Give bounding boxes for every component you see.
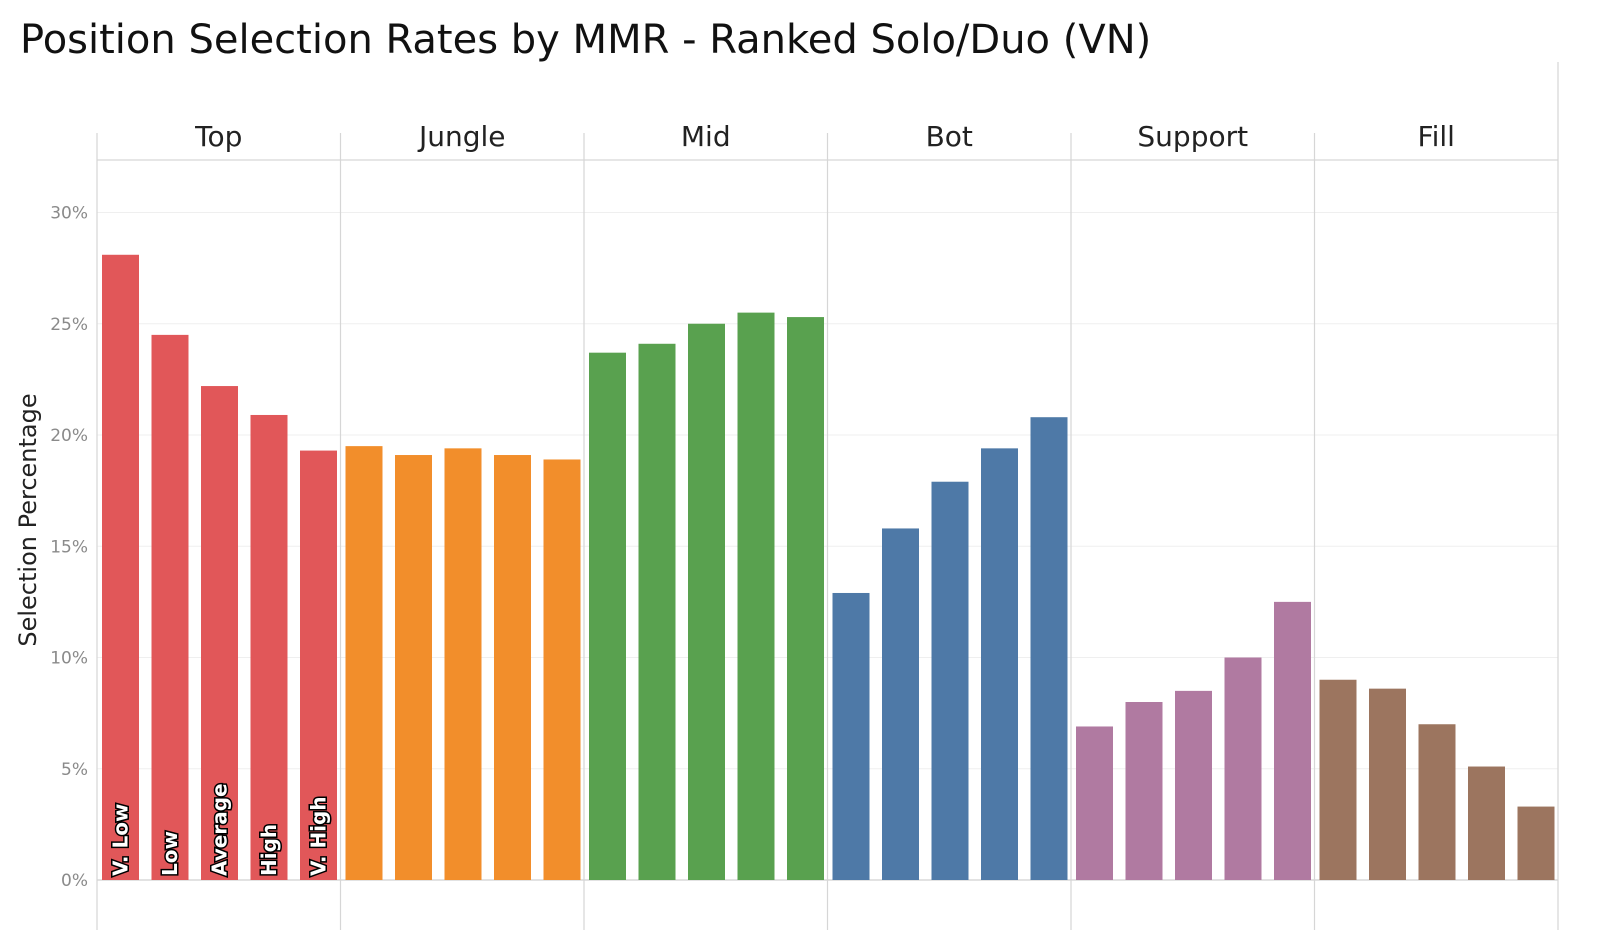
bar-mid-v-low [589, 352, 626, 880]
y-tick-label: 10% [50, 649, 88, 669]
bar-top-v-high [300, 450, 337, 880]
bar-fill-v-low [1319, 679, 1357, 880]
bar-mid-high [737, 312, 775, 880]
mmr-label: High [257, 824, 281, 876]
mmr-label: V. Low [109, 804, 133, 876]
mmr-label: Low [158, 831, 182, 876]
bar-bot-v-low [832, 592, 870, 880]
bar-support-v-high [1274, 601, 1311, 880]
bars [102, 254, 1555, 880]
y-tick-label: 0% [61, 871, 88, 891]
frame-layer [96, 62, 1559, 930]
bar-fill-average [1418, 724, 1456, 880]
bar-bot-v-high [1030, 417, 1068, 880]
bar-bot-average [931, 481, 969, 880]
bar-mid-average [688, 323, 725, 880]
y-tick-label: 15% [50, 537, 88, 557]
y-axis-label: Selection Percentage [14, 393, 42, 646]
pane-label-support: Support [1137, 120, 1248, 153]
pane-label-jungle: Jungle [417, 120, 506, 153]
bar-fill-v-high [1517, 806, 1555, 880]
mmr-label: Average [208, 783, 232, 876]
bar-top-average [201, 386, 238, 880]
bar-mid-v-high [787, 317, 824, 880]
pane-label-top: Top [194, 120, 242, 153]
y-axis-ticks: 0% 5% 10% 15% 20% 25% 30% [50, 204, 88, 892]
bar-jungle-low [395, 455, 432, 880]
bar-jungle-high [494, 455, 531, 880]
y-tick-label: 5% [61, 760, 88, 780]
bar-jungle-average [444, 448, 482, 880]
bar-support-high [1224, 657, 1262, 880]
bar-support-average [1175, 690, 1212, 880]
bar-mid-low [638, 343, 676, 880]
bar-jungle-v-low [345, 446, 383, 880]
bar-jungle-v-high [543, 459, 581, 880]
bar-fill-high [1468, 766, 1505, 880]
pane-label-mid: Mid [681, 120, 731, 153]
bar-fill-low [1369, 688, 1406, 880]
bar-top-high [250, 414, 288, 880]
pane-label-bot: Bot [926, 120, 973, 153]
bar-support-v-low [1076, 726, 1113, 880]
pane-label-fill: Fill [1418, 120, 1455, 153]
mmr-label: V. High [307, 796, 331, 876]
bar-top-v-low [102, 254, 139, 880]
bar-support-low [1125, 702, 1163, 880]
pane-labels: Top Jungle Mid Bot Support Fill [194, 120, 1455, 153]
bar-top-low [151, 334, 189, 880]
y-tick-label: 25% [50, 315, 88, 335]
y-tick-label: 30% [50, 204, 88, 224]
bar-bot-high [981, 448, 1018, 880]
chart-title: Position Selection Rates by MMR - Ranked… [20, 17, 1151, 63]
bar-bot-low [882, 528, 919, 880]
mmr-bar-labels: V. Low Low Average High V. High [107, 782, 332, 878]
y-tick-label: 20% [50, 426, 88, 446]
